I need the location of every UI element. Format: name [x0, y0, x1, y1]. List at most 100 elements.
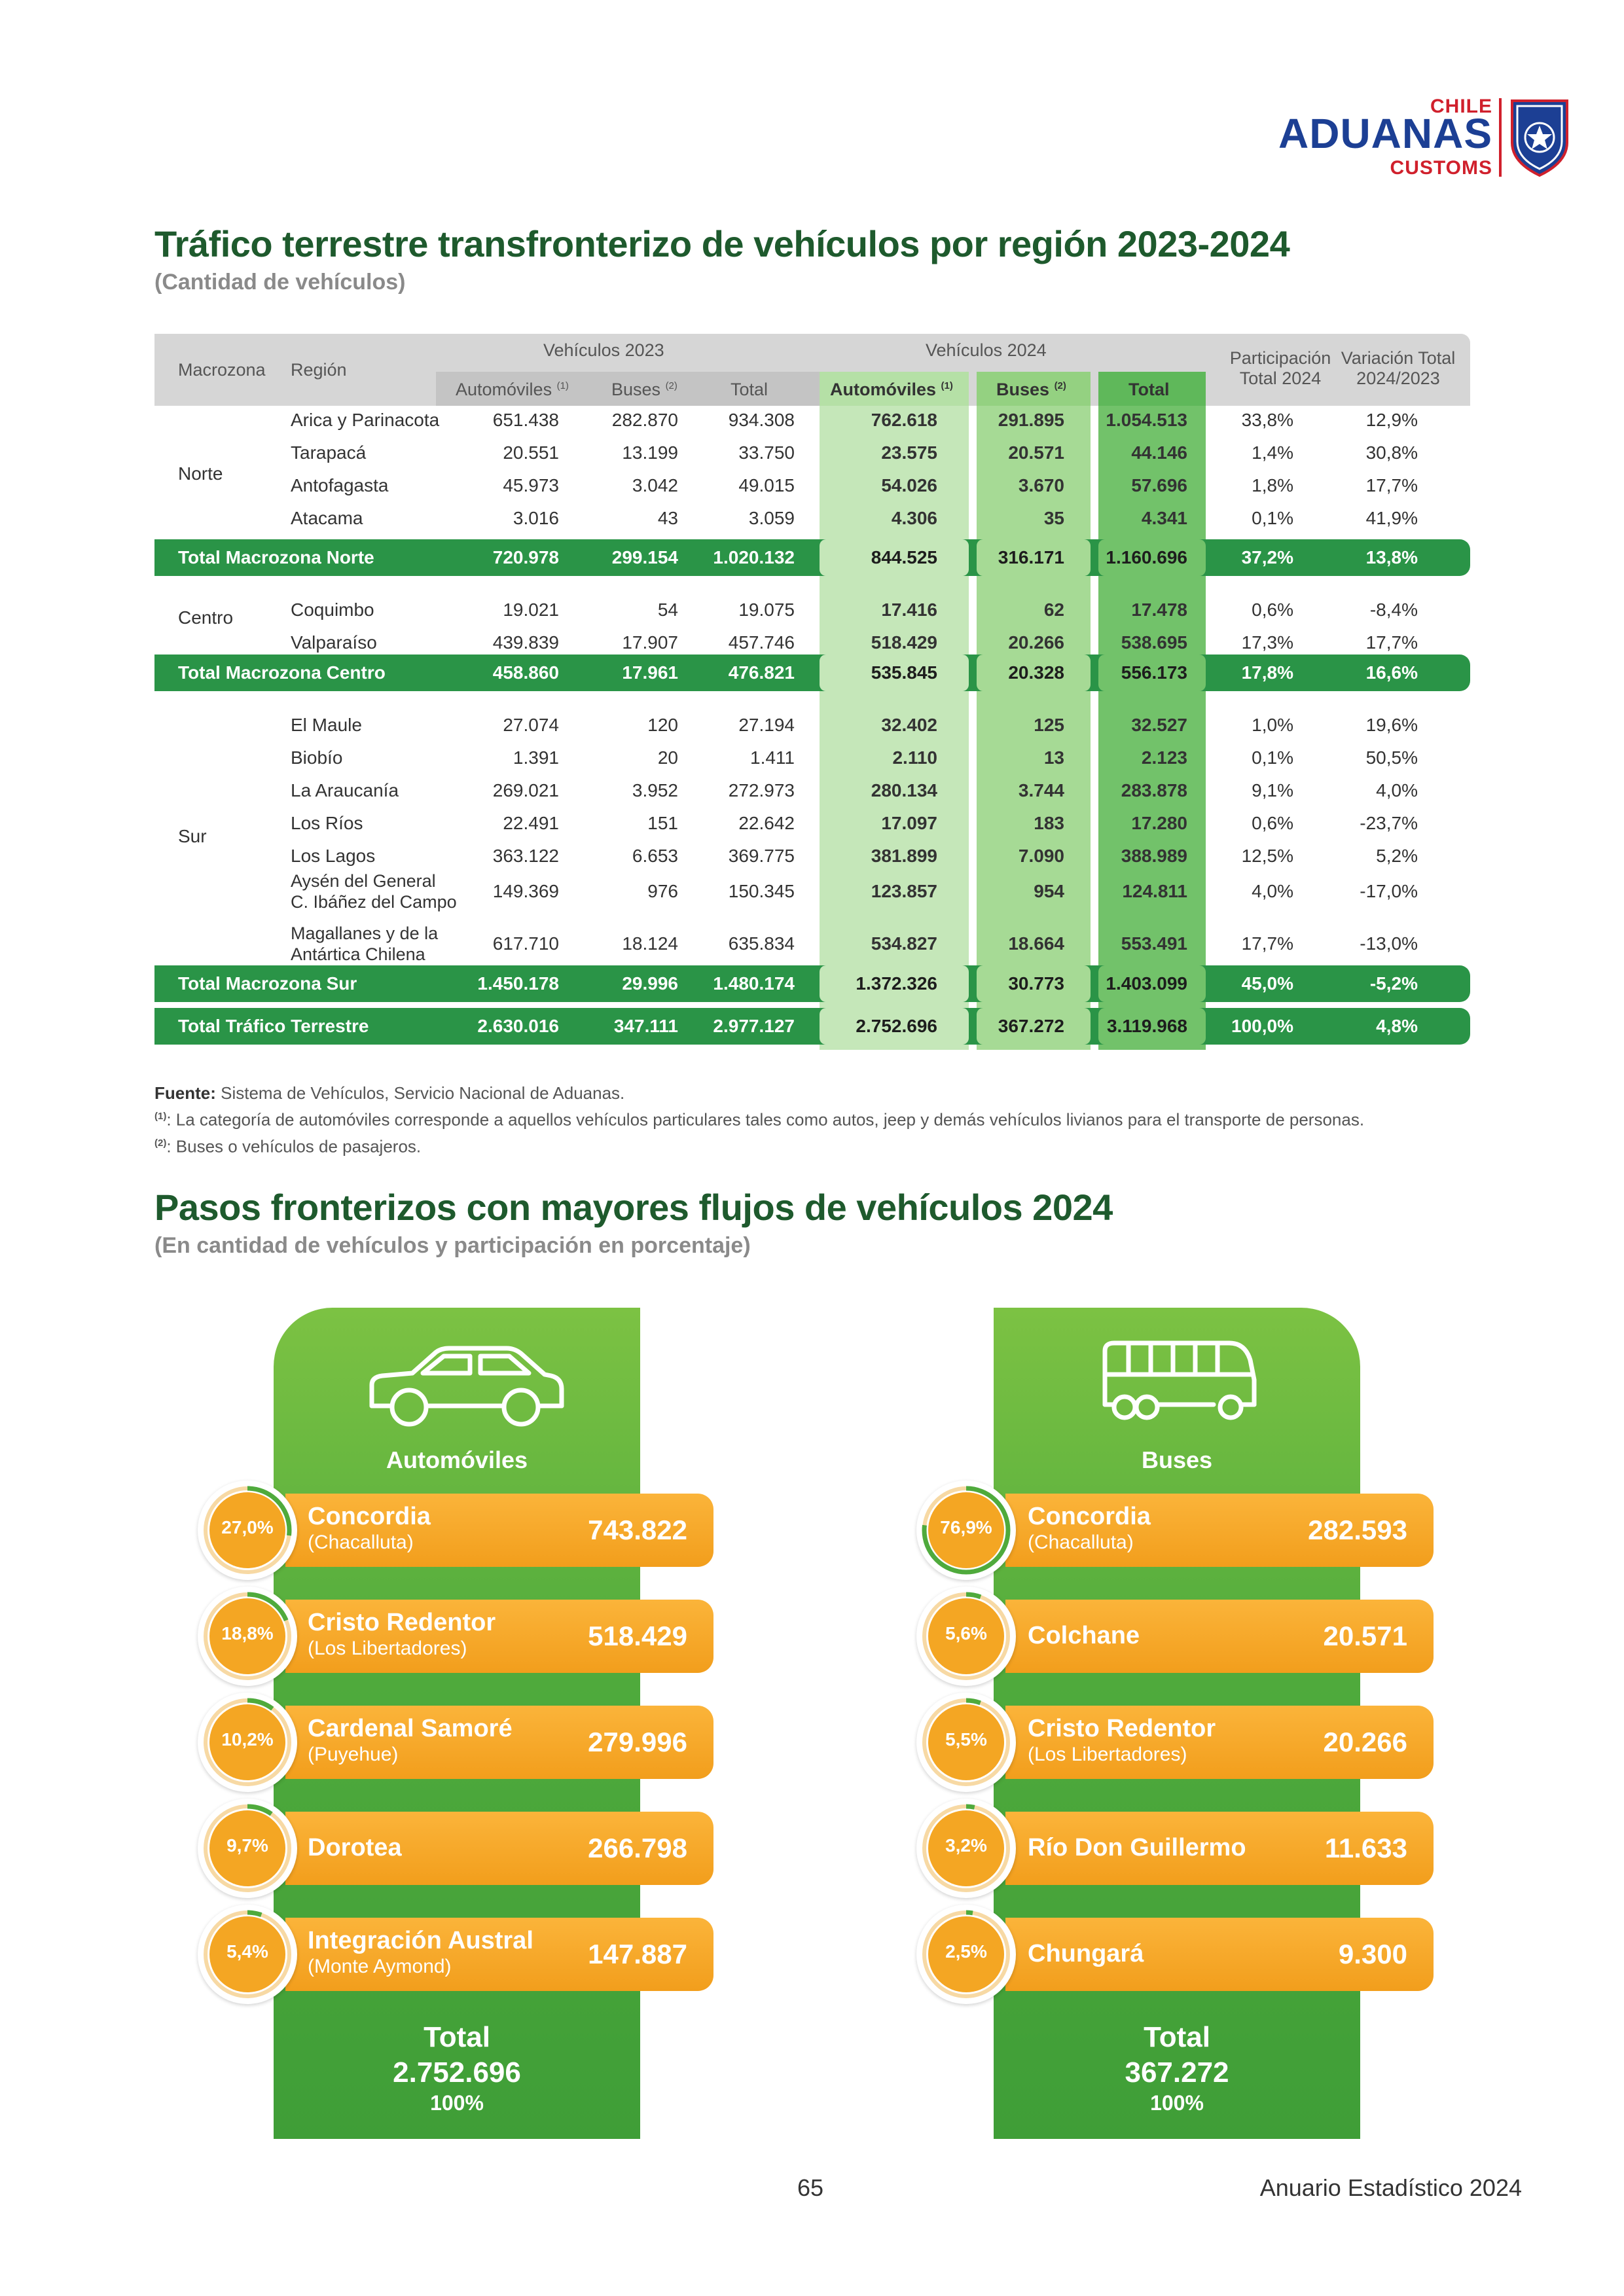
- header-buses-2024-sup: (2): [1054, 380, 1066, 391]
- table-cell-b24: 35: [1043, 508, 1064, 528]
- table-cell-b24: 7.090: [1018, 846, 1064, 866]
- note-2: (2): Buses o vehículos de pasajeros.: [154, 1132, 1364, 1158]
- total-cell-var: -5,2%: [1369, 973, 1418, 994]
- total-row: [154, 655, 1470, 691]
- buses-panel-total: Total 367.272 100%: [994, 2020, 1360, 2115]
- table-cell-b24: 125: [1034, 715, 1064, 735]
- table-row-region: Antofagasta: [291, 475, 389, 495]
- table-cell-a24: 2.110: [892, 747, 937, 768]
- share-circle: 5,5%: [916, 1693, 1016, 1792]
- crossing-value: 266.798: [588, 1833, 687, 1863]
- table-cell-part: 17,7%: [1241, 933, 1293, 954]
- crossings-subtitle: (En cantidad de vehículos y participació…: [154, 1233, 751, 1258]
- total-row-label: Total Macrozona Sur: [178, 973, 357, 994]
- table-cell-b24: 20.266: [1008, 632, 1064, 653]
- table-cell-a24: 4.306: [891, 508, 937, 528]
- total-row: Total Macrozona Centro 458.860 17.961 476.8…: [154, 655, 1470, 691]
- buses-total-label: Total: [1144, 2021, 1210, 2053]
- crossing-value: 20.266: [1323, 1727, 1407, 1757]
- table-cell-t24: 17.280: [1131, 813, 1187, 833]
- header-autos-2023-label: Automóviles: [456, 380, 552, 399]
- table-cell-a24: 123.857: [871, 881, 937, 901]
- table-cell-b23: 3.042: [632, 475, 678, 495]
- total-cell-t24: 556.173: [1121, 662, 1187, 683]
- share-circle: 18,8%: [198, 1587, 297, 1686]
- crossing-name: Concordia: [1028, 1503, 1151, 1530]
- share-ring-fill: [928, 1810, 1004, 1886]
- total-cell-b24: 367.272: [998, 1016, 1064, 1036]
- header-autos-2023-sup: (1): [556, 380, 569, 391]
- share-ring-arc: [922, 1910, 1011, 1999]
- table-row-region: Valparaíso: [291, 632, 377, 653]
- table-cell-a24: 518.429: [871, 632, 937, 653]
- table-cell-t23: 33.750: [738, 442, 795, 463]
- crossing-bar: Colchane 20.571: [1005, 1600, 1434, 1673]
- crossing-value: 147.887: [588, 1939, 687, 1969]
- table-cell-t23: 27.194: [738, 715, 795, 735]
- share-ring-icon: [203, 1486, 292, 1575]
- share-percent: 76,9%: [940, 1517, 992, 1537]
- table-cell-var: 50,5%: [1365, 747, 1418, 768]
- table-cell-var: -8,4%: [1369, 600, 1418, 620]
- buses-panel-label: Buses: [1141, 1446, 1213, 1473]
- share-ring-icon: [922, 1910, 1011, 1999]
- crossing-bar: Río Don Guillermo 11.633: [1005, 1812, 1434, 1885]
- total-cell-t23: 1.480.174: [713, 973, 795, 994]
- share-percent: 2,5%: [945, 1941, 987, 1962]
- crossing-bar: Cristo Redentor (Los Libertadores) 20.266: [1005, 1706, 1434, 1779]
- logo-customs-text: CUSTOMS: [1390, 157, 1492, 179]
- table-cell-b23: 151: [647, 813, 678, 833]
- total-row: Total Tráfico Terrestre 2.630.016 347.111 2…: [154, 1008, 1470, 1045]
- note-2-text: : Buses o vehículos de pasajeros.: [166, 1136, 422, 1157]
- total-highlight-cell: [977, 965, 1091, 1002]
- total-cell-a24: 2.752.696: [856, 1016, 937, 1036]
- crossing-value: 743.822: [588, 1515, 687, 1545]
- table-cell-t23: 19.075: [738, 600, 795, 620]
- total-highlight-cell: [1098, 1008, 1206, 1045]
- total-highlight-cell: [1098, 655, 1206, 691]
- total-cell-a23: 458.860: [492, 662, 559, 683]
- table-cell-b23: 3.952: [632, 780, 678, 800]
- total-cell-a23: 2.630.016: [477, 1016, 559, 1036]
- table-row-region: Aysén del General C. Ibáñez del Campo: [291, 870, 457, 912]
- table-cell-b24: 291.895: [998, 410, 1064, 430]
- autos-total-value: 2.752.696: [393, 2056, 521, 2089]
- header-autos-2024: Automóviles (1): [830, 380, 953, 400]
- total-row: [154, 1008, 1470, 1045]
- publication-name: Anuario Estadístico 2024: [1259, 2174, 1522, 2201]
- header-autos-2023: Automóviles (1): [456, 380, 569, 400]
- share-ring-icon: [203, 1910, 292, 1999]
- share-ring-icon: [203, 1592, 292, 1681]
- total-cell-t24: 1.403.099: [1106, 973, 1187, 994]
- total-cell-var: 13,8%: [1365, 547, 1418, 567]
- share-ring-arc: [203, 1486, 292, 1575]
- table-cell-t24: 1.054.513: [1106, 410, 1187, 430]
- autos-total-pct: 100%: [430, 2091, 484, 2115]
- crossing-name: Colchane: [1028, 1622, 1140, 1649]
- table-cell-part: 4,0%: [1252, 881, 1293, 901]
- total-cell-t23: 476.821: [728, 662, 795, 683]
- table-cell-b24: 954: [1034, 881, 1064, 901]
- table-cell-a23: 3.016: [513, 508, 559, 528]
- header-variacion-line2: 2024/2023: [1356, 368, 1440, 388]
- crossing-name: Concordia: [308, 1503, 431, 1530]
- table-cell-part: 1,8%: [1252, 475, 1293, 495]
- table-cell-b23: 13.199: [622, 442, 678, 463]
- table-row-region: El Maule: [291, 715, 362, 735]
- total-highlight-cell: [1098, 539, 1206, 576]
- header-variacion: Variación Total 2024/2023: [1326, 348, 1470, 389]
- logo-divider: [1499, 98, 1502, 177]
- table-row-region: Los Ríos: [291, 813, 363, 833]
- header-region: Región: [291, 360, 347, 380]
- total-cell-b23: 299.154: [611, 547, 678, 567]
- total-cell-t23: 1.020.132: [713, 547, 795, 567]
- table-cell-var: 19,6%: [1365, 715, 1418, 735]
- share-ring-icon: [922, 1486, 1011, 1575]
- table-cell-b23: 6.653: [632, 846, 678, 866]
- column-bg-buses-2024: [977, 372, 1091, 1050]
- total-cell-t23: 2.977.127: [713, 1016, 795, 1036]
- table-cell-part: 33,8%: [1241, 410, 1293, 430]
- share-ring-arc: [922, 1592, 1011, 1681]
- table-cell-a24: 762.618: [871, 410, 937, 430]
- table-cell-var: 4,0%: [1376, 780, 1418, 800]
